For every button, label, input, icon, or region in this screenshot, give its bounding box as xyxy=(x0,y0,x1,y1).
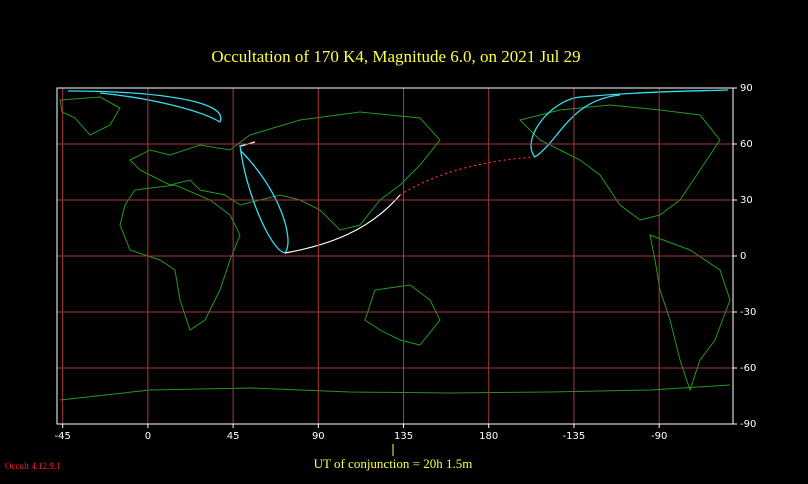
path-limit xyxy=(534,94,621,158)
x-tick-label: 180 xyxy=(479,431,498,442)
africa xyxy=(119,184,241,331)
chart-title: Occultation of 170 K4, Magnitude 6.0, on… xyxy=(211,47,580,66)
version-label: Occult 4.12.9.1 xyxy=(5,461,61,471)
y-tick-label: -60 xyxy=(740,363,756,374)
y-tick-label: -30 xyxy=(740,307,756,318)
y-tick-label: 30 xyxy=(740,195,753,206)
greenland xyxy=(59,96,121,136)
australia xyxy=(364,284,441,346)
antarctica xyxy=(59,384,731,401)
north-america xyxy=(519,104,721,221)
centre-line-daylight xyxy=(399,156,536,196)
centre-line xyxy=(284,194,401,254)
path-limit xyxy=(530,89,729,158)
x-tick-label: 135 xyxy=(394,431,413,442)
eurasia xyxy=(129,111,441,231)
y-tick-label: 90 xyxy=(740,83,753,94)
footer: UT of conjunction = 20h 1.5m xyxy=(314,456,473,471)
path-limit xyxy=(67,90,222,123)
x-tick-label: -90 xyxy=(651,431,667,442)
x-tick-label: 45 xyxy=(227,431,240,442)
x-tick-label: 0 xyxy=(145,431,151,442)
y-tick-label: 60 xyxy=(740,139,753,150)
map-frame xyxy=(56,87,734,425)
x-tick-label: 90 xyxy=(312,431,325,442)
y-tick-label: 0 xyxy=(740,251,746,262)
x-tick-label: -135 xyxy=(563,431,586,442)
x-tick-label: -45 xyxy=(55,431,71,442)
y-tick-label: -90 xyxy=(740,419,756,430)
